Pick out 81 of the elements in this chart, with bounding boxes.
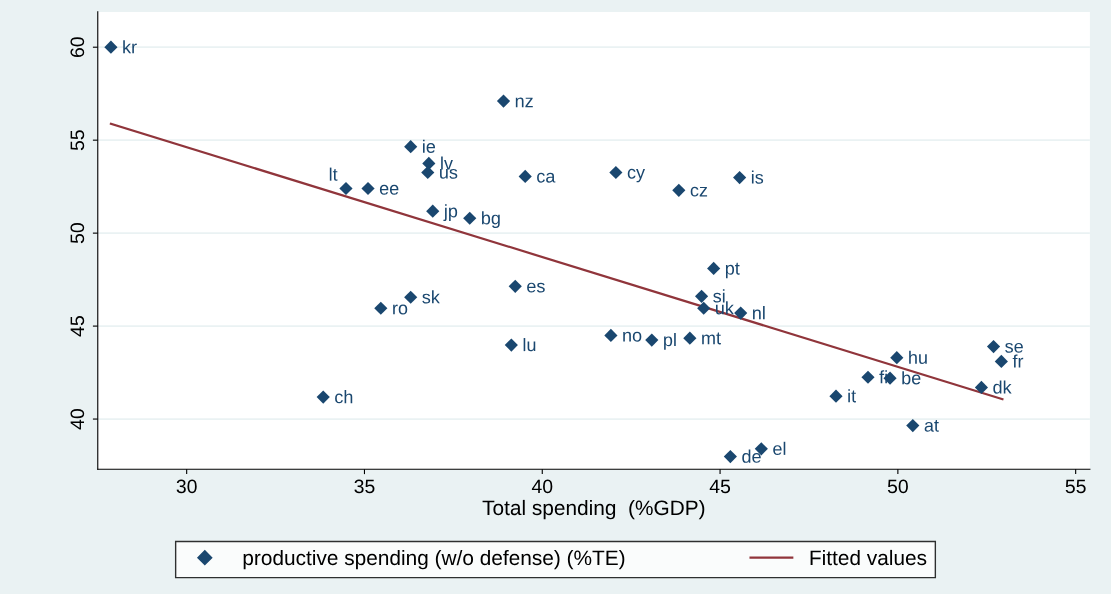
data-label: fr: [1012, 354, 1024, 368]
point: [426, 204, 440, 218]
data-label: no: [623, 331, 642, 342]
y-tick-label: 50: [70, 223, 85, 244]
data-label: kr: [123, 40, 137, 54]
x-tick-label: 45: [709, 479, 731, 494]
data-label: lv: [441, 156, 453, 170]
point: [645, 333, 659, 347]
point: [734, 306, 748, 320]
point: [404, 140, 418, 154]
y-tick-label: 45: [70, 316, 85, 337]
legend-label: productive spending (w/o defense) (%TE): [243, 549, 625, 570]
point: [906, 418, 920, 433]
data-label: nz: [515, 97, 533, 108]
data-label: ch: [335, 390, 353, 404]
point: [609, 165, 623, 180]
x-axis-title: Total spending (%GDP): [482, 499, 705, 520]
point: [829, 389, 843, 403]
x-tick-label: 40: [531, 479, 553, 494]
point: [994, 354, 1008, 369]
data-label: at: [924, 419, 939, 432]
point: [723, 450, 737, 464]
data-label: nl: [753, 306, 765, 320]
point: [890, 351, 904, 365]
point: [404, 290, 418, 304]
data-label: sk: [422, 290, 440, 304]
data-label: us: [440, 168, 458, 179]
data-label: pl: [664, 333, 676, 350]
point: [504, 338, 518, 352]
point: [694, 289, 709, 303]
data-label: lt: [329, 167, 338, 181]
data-label: be: [902, 371, 921, 385]
data-label: pt: [725, 262, 740, 279]
point: [861, 370, 875, 384]
data-label: jp: [443, 204, 458, 221]
point: [361, 181, 375, 196]
data-label: uk: [715, 301, 734, 315]
data-label: is: [751, 170, 764, 184]
data-label: dk: [993, 380, 1012, 394]
data-label: se: [1005, 342, 1023, 353]
point: [697, 301, 711, 315]
point: [316, 390, 330, 404]
point: [707, 261, 721, 276]
data-label: de: [742, 449, 761, 463]
data-label: ro: [393, 304, 408, 315]
data-label: lu: [523, 338, 536, 352]
point: [104, 40, 118, 54]
point: [463, 211, 477, 225]
x-tick-label: 30: [176, 479, 197, 494]
data-label: ee: [379, 184, 399, 195]
x-tick-label: 50: [887, 479, 908, 494]
data-label: ca: [537, 172, 556, 183]
data-label: it: [848, 389, 856, 403]
point: [974, 380, 989, 395]
point: [508, 279, 522, 293]
legend-label: Fitted values: [810, 549, 927, 566]
x-tick-label: 55: [1065, 479, 1086, 494]
point: [339, 181, 353, 196]
point: [421, 165, 435, 180]
point: [604, 328, 618, 342]
point: [733, 170, 747, 185]
point: [672, 183, 686, 197]
point: [422, 156, 436, 170]
data-label: si: [713, 289, 725, 303]
y-tick-label: 40: [70, 409, 85, 430]
data-label: es: [527, 282, 545, 293]
data-label: ie: [423, 139, 436, 153]
data-label: mt: [702, 332, 721, 345]
data-label: cz: [690, 186, 708, 197]
y-tick-label: 55: [70, 130, 85, 151]
point: [374, 301, 388, 315]
data-label: bg: [482, 211, 500, 229]
data-label: cy: [627, 168, 646, 183]
data-label: hu: [909, 350, 927, 364]
point: [683, 331, 697, 345]
y-tick-label: 60: [70, 37, 85, 58]
point: [986, 339, 1001, 354]
x-tick-label: 35: [354, 479, 375, 494]
data-label: el: [773, 441, 786, 456]
point: [496, 94, 511, 108]
point: [518, 169, 532, 184]
